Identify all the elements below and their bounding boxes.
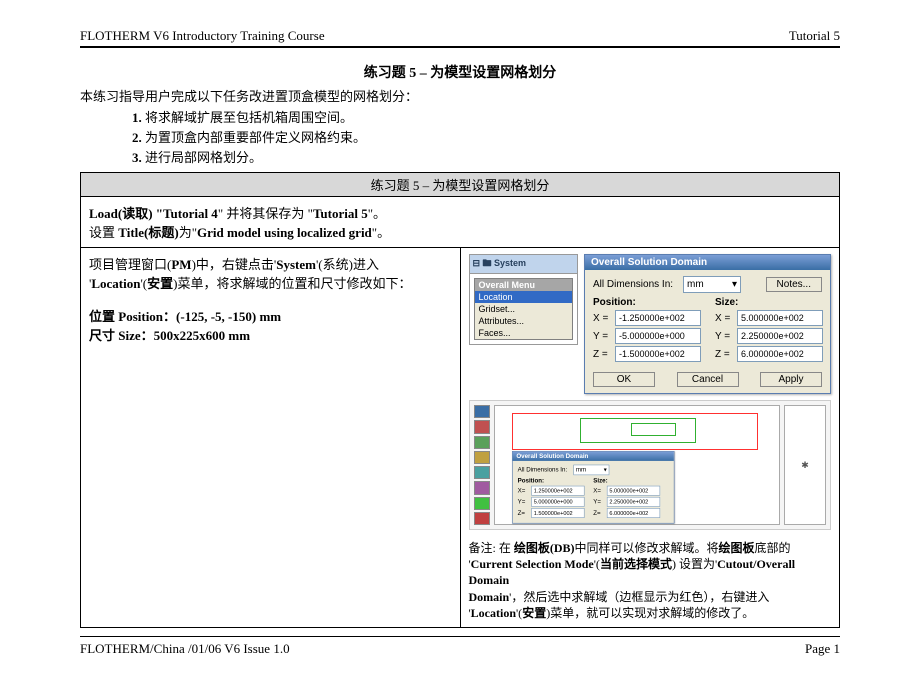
- d2-sy[interactable]: 2.250000e+002: [606, 497, 659, 507]
- axes-mock: ✱: [784, 405, 826, 525]
- pos-x-input[interactable]: -1.250000e+002: [615, 310, 701, 326]
- header-right: Tutorial 5: [789, 28, 840, 44]
- menu-header: Overall Menu: [475, 279, 573, 291]
- menu-item[interactable]: Faces...: [475, 327, 573, 339]
- ok-button[interactable]: OK: [593, 372, 655, 387]
- units-select[interactable]: mm▾: [573, 464, 609, 475]
- size-x-input[interactable]: 5.000000e+002: [737, 310, 823, 326]
- header-left: FLOTHERM V6 Introductory Training Course: [80, 28, 325, 44]
- size-z-input[interactable]: 6.000000e+002: [737, 346, 823, 362]
- task-item: 2. 为置顶盒内部重要部件定义网格约束。: [132, 127, 840, 146]
- page-header: FLOTHERM V6 Introductory Training Course…: [80, 28, 840, 44]
- footer-left: FLOTHERM/China /01/06 V6 Issue 1.0: [80, 641, 290, 657]
- tool-icon[interactable]: [474, 436, 490, 449]
- d2-pz[interactable]: 1.500000e+002: [531, 508, 584, 518]
- row-location-screenshots: ⊟ 🖿 System Overall Menu Location Gridset…: [460, 248, 840, 628]
- d2-sz[interactable]: 6.000000e+002: [606, 508, 659, 518]
- tool-icon[interactable]: [474, 481, 490, 494]
- tree-root: ⊟ 🖿 System: [470, 255, 578, 274]
- dialog2-title: Overall Solution Domain: [512, 451, 673, 460]
- d2-sx[interactable]: 5.000000e+002: [606, 486, 659, 496]
- exercise-title: 练习题 5 – 为模型设置网格划分: [80, 62, 840, 82]
- tool-icon[interactable]: [474, 512, 490, 525]
- solution-domain-dialog: Overall Solution Domain All Dimensions I…: [584, 254, 831, 394]
- dialog-title: Overall Solution Domain: [585, 255, 830, 270]
- footer-right: Page 1: [805, 641, 840, 657]
- pos-y-input[interactable]: -5.000000e+000: [615, 328, 701, 344]
- context-menu-mock: Overall Menu Location Gridset... Attribu…: [474, 278, 574, 340]
- project-manager-mock: ⊟ 🖿 System Overall Menu Location Gridset…: [469, 254, 579, 345]
- units-select[interactable]: mm▾: [683, 276, 741, 293]
- d2-py[interactable]: 5.000000e+000: [531, 497, 584, 507]
- size-header: Size:: [715, 297, 823, 308]
- row-location-instructions: 项目管理窗口(PM)中，右键点击'System'(系统)进入 'Location…: [81, 248, 461, 628]
- tool-icon[interactable]: [474, 451, 490, 464]
- canvas-mock: Overall Solution Domain All Dimensions I…: [494, 405, 781, 525]
- exercise-table: 练习题 5 – 为模型设置网格划分 Load(读取) "Tutorial 4" …: [80, 172, 840, 628]
- menu-item[interactable]: Gridset...: [475, 303, 573, 315]
- page-footer: FLOTHERM/China /01/06 V6 Issue 1.0 Page …: [80, 641, 840, 657]
- size-y-input[interactable]: 2.250000e+002: [737, 328, 823, 344]
- position-header: Position:: [593, 297, 701, 308]
- tool-icon[interactable]: [474, 420, 490, 433]
- dims-label: All Dimensions In:: [593, 279, 677, 290]
- task-item: 3. 进行局部网格划分。: [132, 147, 840, 166]
- cancel-button[interactable]: Cancel: [677, 372, 739, 387]
- toolbar-mock: [474, 405, 490, 525]
- task-item: 1. 将求解域扩展至包括机箱周围空间。: [132, 107, 840, 126]
- intro-text: 本练习指导用户完成以下任务改进置顶盒模型的网格划分：: [80, 86, 840, 105]
- drawing-board-mock: Overall Solution Domain All Dimensions I…: [469, 400, 832, 530]
- tool-icon[interactable]: [474, 466, 490, 479]
- note-text: 备注: 在 绘图板(DB)中同样可以修改求解域。将绘图板底部的 'Current…: [469, 540, 832, 621]
- header-rule: [80, 46, 840, 48]
- menu-item-location[interactable]: Location: [475, 291, 573, 303]
- menu-item[interactable]: Attributes...: [475, 315, 573, 327]
- footer-rule: [80, 636, 840, 637]
- pos-z-input[interactable]: -1.500000e+002: [615, 346, 701, 362]
- table-section-header: 练习题 5 – 为模型设置网格划分: [81, 173, 840, 197]
- task-list: 1. 将求解域扩展至包括机箱周围空间。 2. 为置顶盒内部重要部件定义网格约束。…: [80, 107, 840, 166]
- d2-px[interactable]: 1.250000e+002: [531, 486, 584, 496]
- row-load-save: Load(读取) "Tutorial 4" 并将其保存为 "Tutorial 5…: [81, 197, 840, 248]
- tool-icon[interactable]: [474, 405, 490, 418]
- tool-icon[interactable]: [474, 497, 490, 510]
- apply-button[interactable]: Apply: [760, 372, 822, 387]
- notes-button[interactable]: Notes...: [766, 277, 822, 292]
